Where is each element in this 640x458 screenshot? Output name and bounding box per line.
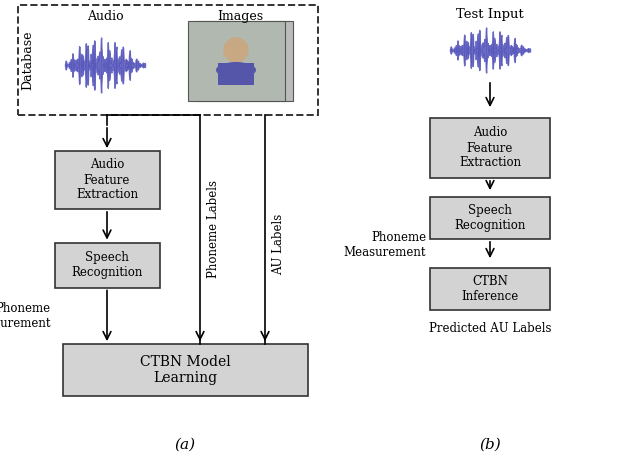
Bar (218, 63, 254, 85)
Bar (195, 21, 292, 101)
Text: Images: Images (217, 10, 263, 23)
Text: Speech
Recognition: Speech Recognition (71, 251, 143, 279)
Bar (18, 5, 318, 115)
Text: (b): (b) (479, 438, 501, 452)
Bar (188, 21, 285, 101)
Text: Audio
Feature
Extraction: Audio Feature Extraction (459, 126, 521, 169)
Bar (430, 118, 550, 178)
Text: Database: Database (22, 30, 35, 90)
Text: Phoneme
Measurement: Phoneme Measurement (0, 302, 51, 330)
Text: CTBN
Inference: CTBN Inference (461, 275, 518, 303)
Bar (430, 268, 550, 310)
Text: AU Labels: AU Labels (272, 214, 285, 275)
Ellipse shape (216, 62, 256, 78)
Text: CTBN Model
Learning: CTBN Model Learning (140, 355, 230, 385)
Text: Predicted AU Labels: Predicted AU Labels (429, 322, 551, 335)
Bar (430, 197, 550, 239)
Bar (63, 344, 307, 396)
Text: Test Input: Test Input (456, 8, 524, 21)
Text: Phoneme
Measurement: Phoneme Measurement (344, 231, 426, 259)
Circle shape (224, 38, 248, 62)
Text: Audio: Audio (86, 10, 124, 23)
Text: Speech
Recognition: Speech Recognition (454, 204, 525, 232)
Bar (54, 151, 159, 209)
Text: (a): (a) (175, 438, 196, 452)
Text: Phoneme Labels: Phoneme Labels (207, 180, 220, 278)
Bar (54, 242, 159, 288)
Text: Audio
Feature
Extraction: Audio Feature Extraction (76, 158, 138, 202)
